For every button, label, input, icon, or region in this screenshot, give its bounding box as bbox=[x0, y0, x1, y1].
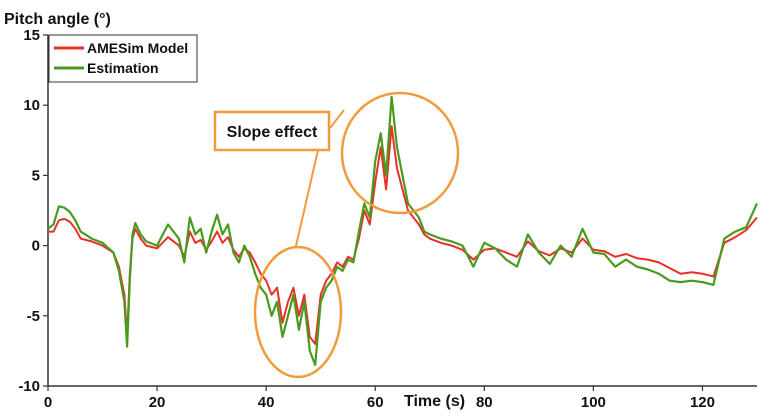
x-tick-label: 20 bbox=[149, 394, 166, 411]
series-line-amesim-model bbox=[48, 125, 758, 345]
legend-box bbox=[48, 34, 198, 83]
x-tick-label: 80 bbox=[476, 394, 493, 411]
callout-ellipse-dip bbox=[253, 245, 343, 379]
x-tick-label: 40 bbox=[258, 394, 275, 411]
y-tick-label: 10 bbox=[23, 97, 40, 114]
legend: AMESim Model Estimation bbox=[48, 34, 198, 83]
axes: -10 -5 0 5 10 15 0 20 40 60 80 100 120 bbox=[18, 27, 757, 411]
legend-label-amesim: AMESim Model bbox=[87, 40, 188, 56]
x-tick-label: 60 bbox=[367, 394, 384, 411]
y-tick-label: -5 bbox=[27, 308, 40, 325]
callout-box bbox=[213, 110, 331, 152]
x-tick-label: 0 bbox=[44, 394, 52, 411]
callout-label: Slope effect bbox=[227, 124, 318, 141]
x-tick-label: 120 bbox=[690, 394, 715, 411]
x-axis-title: Time (s) bbox=[404, 393, 465, 410]
y-tick-label: 0 bbox=[32, 238, 40, 255]
legend-label-estimation: Estimation bbox=[87, 60, 159, 76]
y-tick-label: -10 bbox=[18, 378, 40, 395]
x-tick-label: 100 bbox=[581, 394, 606, 411]
y-axis-title: Pitch angle (°) bbox=[4, 11, 111, 28]
callout-ellipse-peak bbox=[340, 91, 460, 215]
series-lines bbox=[47, 95, 759, 366]
series-line-estimation bbox=[47, 95, 759, 366]
callout-connector-peak bbox=[329, 109, 345, 129]
slope-effect-callout: Slope effect bbox=[213, 91, 460, 379]
callout-connector-dip bbox=[295, 149, 319, 247]
y-tick-label: 5 bbox=[32, 167, 40, 184]
y-tick-label: 15 bbox=[23, 27, 40, 44]
